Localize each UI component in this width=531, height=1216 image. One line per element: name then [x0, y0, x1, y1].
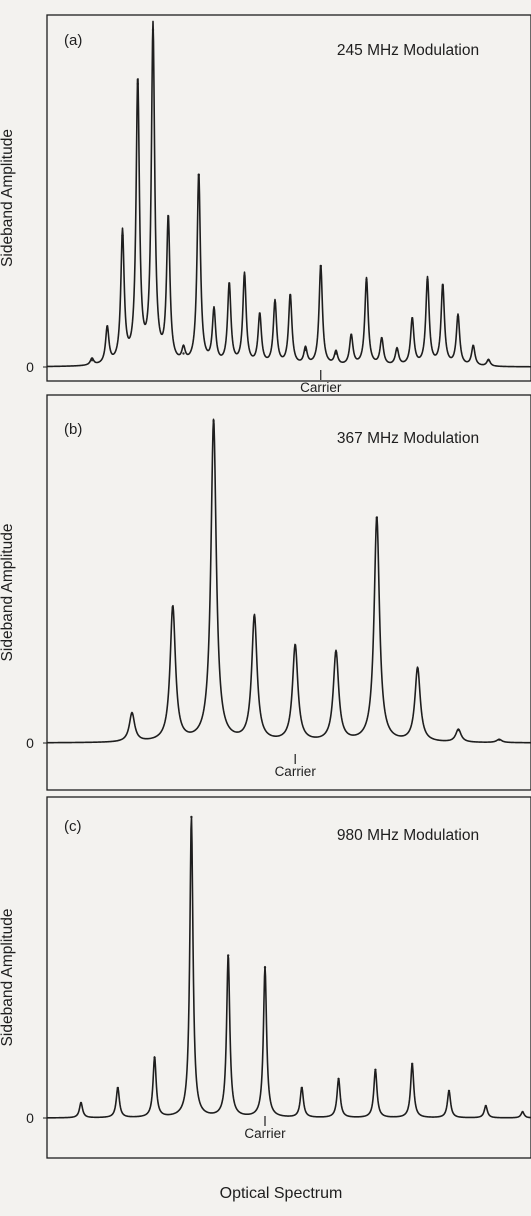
- sideband-peak-9: [411, 1062, 414, 1066]
- sideband-peak-7: [416, 667, 419, 671]
- sideband-peak-11: [484, 1104, 487, 1108]
- sideband-peak-26: [487, 359, 490, 362]
- sideband-peak-3: [136, 82, 139, 86]
- sideband-peak-17: [350, 335, 353, 338]
- panel-b: (b) 367 MHz Modulation Sideband Amplitude 0…: [0, 394, 531, 791]
- sideband-peak-1: [106, 328, 109, 332]
- sideband-peak-1: [171, 606, 174, 609]
- carrier-label: Carrier: [275, 764, 317, 779]
- sideband-peak-19: [380, 338, 383, 342]
- sideband-peak-0: [130, 712, 134, 716]
- sideband-peak-13: [289, 295, 292, 298]
- sideband-peak-7: [197, 173, 200, 177]
- panel-c: (c) 980 MHz Modulation Sideband Amplitude 0…: [0, 796, 531, 1159]
- panel-title: 980 MHz Modulation: [337, 827, 479, 844]
- sideband-peak-24: [456, 315, 460, 318]
- x-axis-label: Optical Spectrum: [220, 1185, 343, 1202]
- sideband-peak-2: [153, 1056, 156, 1060]
- sideband-peak-8: [374, 1068, 377, 1072]
- y-axis-label: Sideband Amplitude: [0, 909, 16, 1047]
- y-axis-label: Sideband Amplitude: [0, 129, 16, 267]
- sideband-peak-0: [79, 1101, 83, 1105]
- panel-frame: [46, 394, 531, 791]
- sideband-peak-10: [243, 274, 246, 278]
- y-tick-label-0: 0: [26, 359, 34, 375]
- sideband-peak-14: [304, 348, 307, 352]
- sideband-peak-6: [375, 516, 378, 519]
- panel-label: (b): [64, 421, 82, 438]
- sideband-peak-10: [447, 1089, 451, 1093]
- sideband-peak-1: [116, 1086, 120, 1090]
- panel-label: (c): [64, 818, 82, 835]
- spectrum-trace: [47, 418, 531, 744]
- carrier-label: Carrier: [244, 1126, 286, 1141]
- sideband-peak-23: [441, 284, 444, 288]
- sideband-peak-0: [90, 359, 94, 362]
- y-tick-label-0: 0: [26, 735, 34, 751]
- sideband-peak-21: [411, 318, 414, 321]
- sideband-peak-3: [253, 616, 256, 619]
- sideband-peak-25: [472, 345, 475, 348]
- spectrum-trace: [47, 816, 531, 1119]
- sideband-peak-8: [457, 728, 460, 732]
- sideband-peak-5: [167, 220, 170, 224]
- sideband-peak-4: [227, 954, 230, 957]
- sideband-peak-3: [190, 815, 193, 819]
- sideband-peak-4: [294, 645, 297, 648]
- sideband-peak-18: [365, 278, 368, 281]
- y-tick-label-0: 0: [26, 1110, 34, 1126]
- sideband-peak-22: [426, 278, 429, 281]
- sideband-peak-9: [498, 738, 501, 741]
- sideband-peak-16: [334, 352, 338, 355]
- sideband-peak-5: [263, 966, 267, 969]
- sideband-peak-5: [334, 651, 338, 654]
- panel-a: (a) 245 MHz Modulation Sideband Amplitude 0…: [0, 14, 531, 395]
- spectrum-trace: [47, 20, 531, 368]
- panel-title: 245 MHz Modulation: [337, 42, 479, 59]
- carrier-label: Carrier: [300, 380, 342, 395]
- panel-label: (a): [64, 32, 82, 49]
- sideband-peak-7: [337, 1077, 340, 1081]
- sideband-peak-2: [212, 419, 215, 423]
- sideband-peak-11: [258, 315, 261, 318]
- sideband-peak-2: [121, 234, 124, 237]
- y-axis-label: Sideband Amplitude: [0, 524, 16, 662]
- sideband-peak-9: [228, 284, 231, 288]
- sideband-peak-4: [151, 28, 155, 32]
- sideband-peak-6: [300, 1086, 303, 1090]
- sideband-peak-20: [395, 348, 399, 352]
- sideband-peak-8: [212, 311, 216, 315]
- panel-frame: [46, 14, 531, 382]
- panel-title: 367 MHz Modulation: [337, 430, 479, 447]
- panel-frame: [46, 796, 531, 1159]
- sideband-peak-6: [182, 352, 185, 355]
- sideband-peak-12: [521, 1110, 524, 1114]
- sideband-peak-12: [273, 301, 277, 305]
- sideband-peak-15: [319, 264, 322, 268]
